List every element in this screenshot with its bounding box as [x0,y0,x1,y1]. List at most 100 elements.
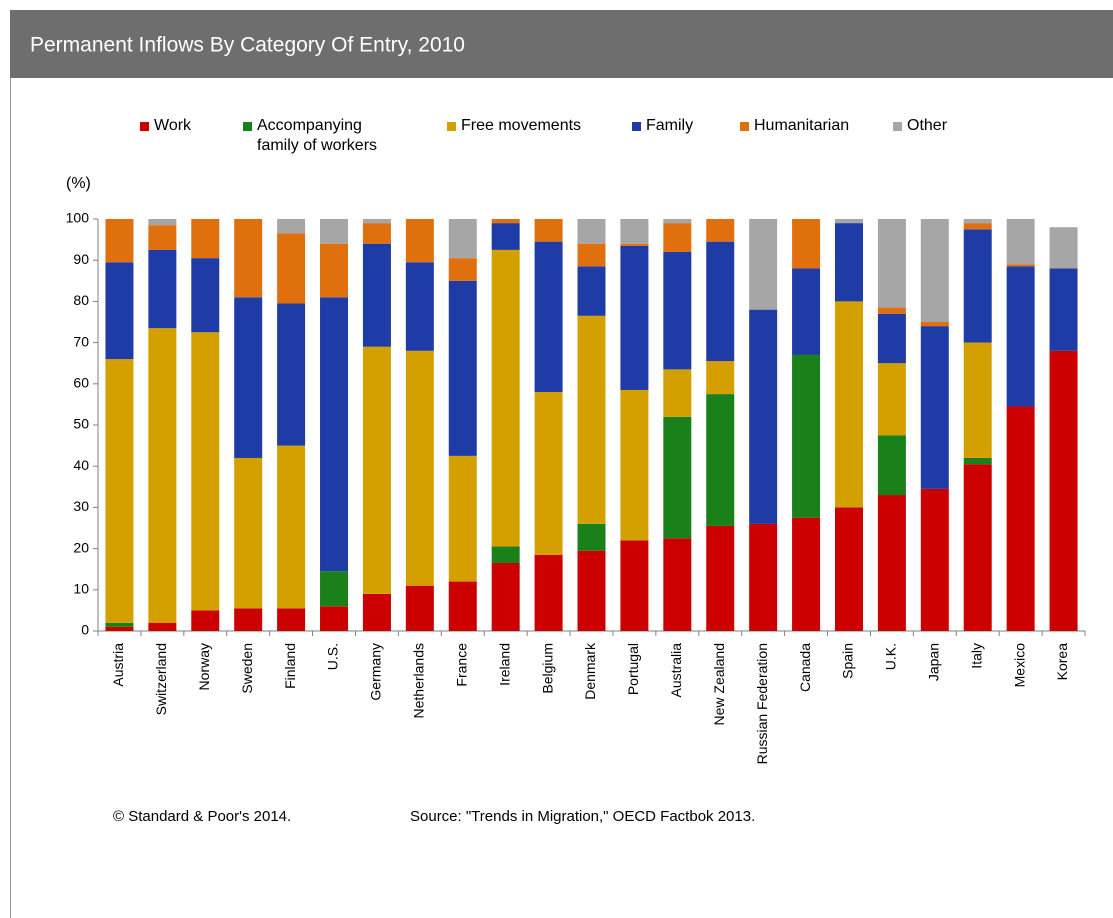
header [10,10,1113,78]
bar-segment [362,346,391,594]
bar-segment [148,219,177,226]
legend-item: Family [632,116,722,136]
bar-segment [191,219,220,259]
bar-segment [706,361,735,395]
bar-segment [577,243,606,267]
y-axis-label: (%) [66,175,91,192]
x-tick-label: Switzerland [153,643,169,715]
bar-segment [448,455,477,582]
bar-segment [534,219,563,242]
x-tick-label: U.S. [325,643,341,670]
legend-label: Accompanying family of workers [257,117,378,154]
x-tick-label: Ireland [496,643,512,686]
bar-segment [405,350,434,586]
legend-item: Humanitarian [740,116,880,136]
bar-segment [362,593,391,631]
bar-segment [191,610,220,631]
legend-swatch [740,122,749,131]
x-tick-label: Sweden [239,643,255,694]
bar-segment [749,523,778,631]
bar-segment [920,219,949,322]
bar-segment [577,315,606,524]
bar-segment [362,243,391,347]
bar-segment [620,243,649,246]
y-tick-label: 10 [73,581,89,597]
x-tick-label: New Zealand [711,643,727,726]
legend-label: Work [154,117,192,134]
x-tick-label: Netherlands [411,643,427,719]
bar-segment [620,540,649,631]
bar-segment [362,219,391,224]
bar-segment [792,354,821,518]
bar-segment [834,301,863,508]
bar-segment [792,268,821,355]
bar-segment [362,223,391,244]
bar-segment [448,280,477,456]
bar-segment [663,416,692,539]
bar-segment [834,507,863,631]
y-tick-label: 30 [73,498,89,514]
bar-segment [620,219,649,244]
bar-segment [663,219,692,224]
legend-item: Accompanying family of workers [243,116,423,156]
chart-title: Permanent Inflows By Category Of Entry, … [30,34,465,57]
bar-segment [534,392,563,555]
legend-swatch [447,122,456,131]
bar-segment [277,219,306,234]
y-tick-label: 0 [81,622,89,638]
x-tick-label: Belgium [539,643,555,694]
x-tick-label: Mexico [1011,643,1027,688]
bar-segment [1006,219,1035,265]
bar-segment [877,495,906,631]
bar-segment [706,394,735,526]
bar-segment [577,219,606,244]
bar-segment [105,262,134,360]
bar-segment [191,258,220,333]
bar-segment [1049,268,1078,351]
legend-swatch [243,122,252,131]
bar-segment [877,219,906,308]
legend-item: Work [140,116,230,136]
bar-segment [877,307,906,314]
bar-segment [148,328,177,623]
x-tick-label: Spain [840,643,856,679]
bar-segment [277,303,306,446]
bar-segment [491,219,520,224]
bar-segment [320,219,349,244]
bar-segment [320,571,349,607]
bar-segment [706,219,735,242]
bar-segment [405,262,434,351]
x-tick-label: Australia [668,643,684,698]
legend-label: Free movements [461,117,582,134]
bar-segment [663,251,692,370]
bar-segment [448,219,477,259]
x-tick-label: Germany [368,643,384,701]
bar-segment [963,219,992,224]
bar-segment [963,229,992,343]
x-tick-label: Canada [797,643,813,692]
bar-segment [877,363,906,436]
bar-segment [577,523,606,551]
bar-segment [920,322,949,327]
bar-segment [105,622,134,627]
bar-segment [963,342,992,458]
bar-segment [491,546,520,564]
bar-segment [191,332,220,611]
footer-note: © Standard & Poor's 2014. [113,808,291,825]
bar-segment [405,585,434,631]
bar-segment [706,525,735,631]
bar-segment [234,297,263,458]
y-tick-label: 60 [73,375,89,391]
legend-swatch [140,122,149,131]
bar-segment [663,223,692,252]
x-tick-label: Korea [1054,643,1070,681]
x-tick-label: France [453,643,469,687]
legend-swatch [632,122,641,131]
bar-segment [1049,227,1078,269]
bar-segment [234,457,263,609]
x-tick-label: Austria [110,643,126,687]
bar-segment [877,313,906,364]
bar-segment [749,309,778,524]
bar-segment [834,219,863,224]
